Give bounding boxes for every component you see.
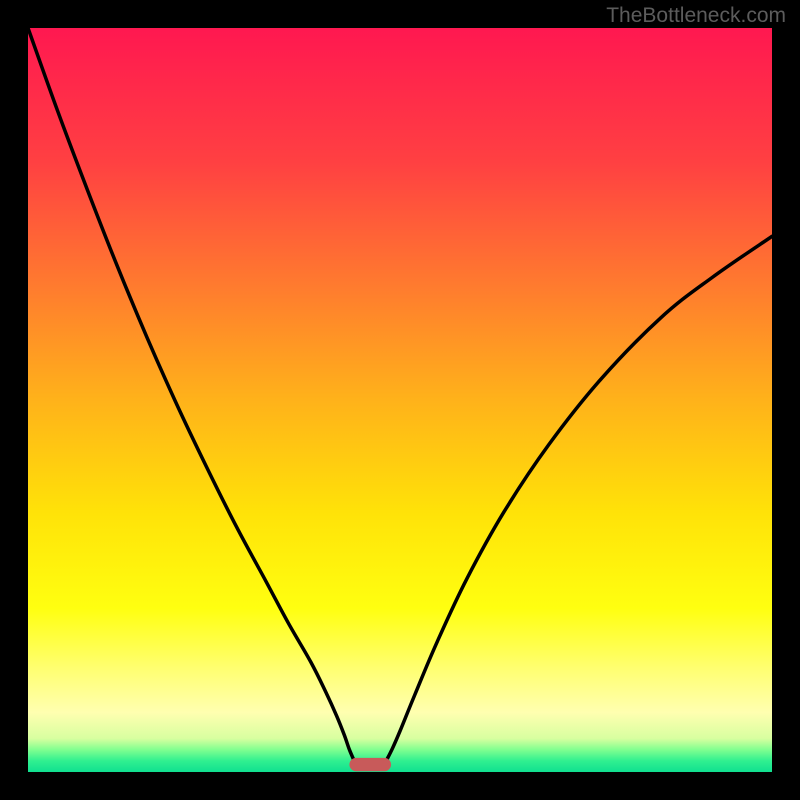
bottleneck-marker xyxy=(349,758,391,771)
chart-background xyxy=(28,28,772,772)
chart-svg xyxy=(28,28,772,772)
chart-plot-area xyxy=(28,28,772,772)
watermark-text: TheBottleneck.com xyxy=(606,4,786,28)
